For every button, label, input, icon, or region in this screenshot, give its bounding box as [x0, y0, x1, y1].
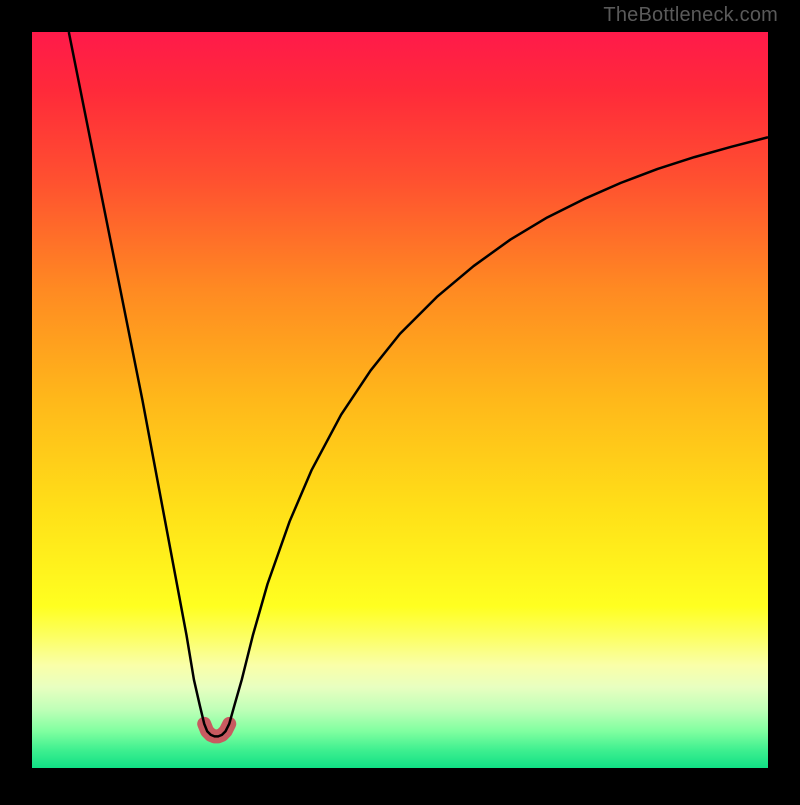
chart-svg: [0, 0, 800, 800]
watermark-text: TheBottleneck.com: [603, 4, 778, 27]
bottleneck-chart: TheBottleneck.com: [0, 0, 800, 800]
